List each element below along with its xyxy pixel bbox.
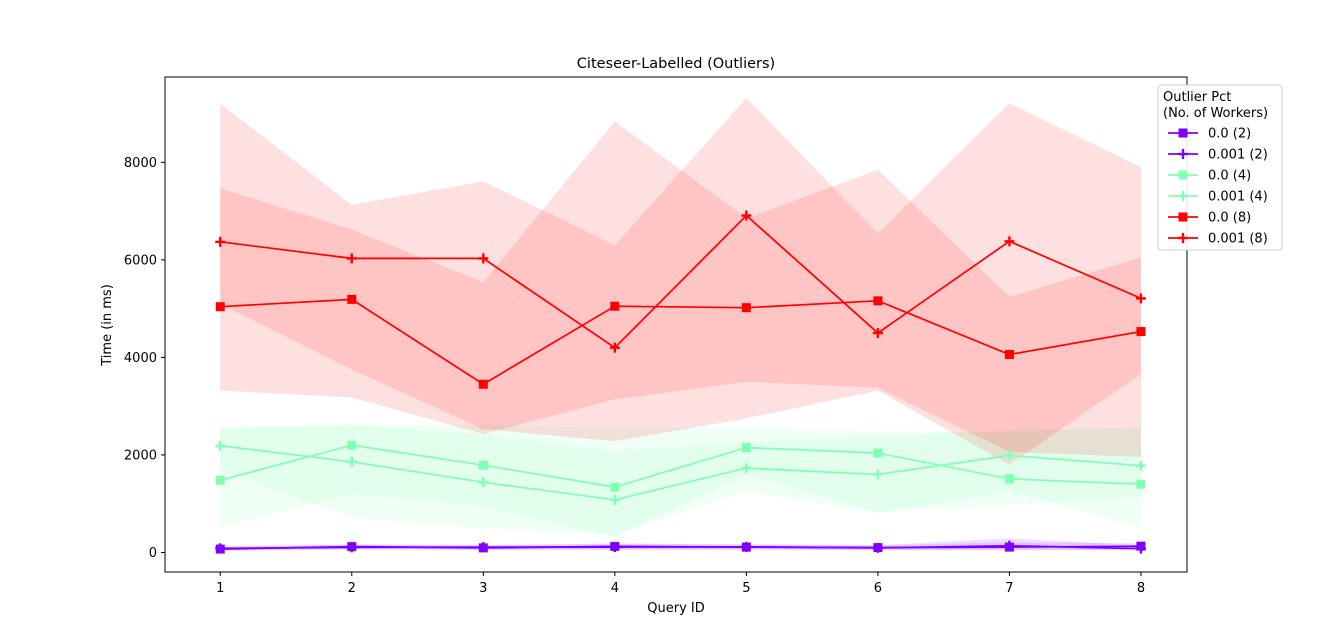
confidence-bands (220, 98, 1141, 551)
y-tick-label-8000: 8000 (124, 156, 157, 171)
series-markers (215, 210, 1146, 554)
data-point-0-001-4-6 (872, 469, 883, 480)
legend-title-line1: Outlier Pct (1163, 90, 1231, 105)
x-tick-label-1: 1 (216, 581, 224, 596)
legend-title-line2: (No. of Workers) (1163, 106, 1268, 121)
y-tick-label-0: 0 (149, 546, 157, 561)
legend-entry-0-0-8: 0.0 (8) (1168, 211, 1251, 226)
data-point-0-0-4-3 (478, 460, 488, 470)
legend-marker-0-0-2 (1178, 128, 1188, 138)
y-tick-label-4000: 4000 (124, 351, 157, 366)
data-point-0-001-2-5 (741, 541, 752, 552)
legend-marker-0-0-8 (1178, 212, 1188, 222)
band-0-001-4 (220, 424, 1141, 535)
data-point-0-001-4-7 (1004, 450, 1015, 461)
x-axis: 1 2 3 4 5 6 7 8 (216, 572, 1145, 596)
data-point-0-001-2-3 (478, 542, 489, 553)
legend-label-0-0-4: 0.0 (4) (1208, 169, 1251, 184)
x-tick-label-8: 8 (1137, 581, 1145, 596)
data-point-0-0-4-2 (347, 440, 357, 450)
data-point-0-0-4-8 (1136, 479, 1146, 489)
data-point-0-001-4-5 (741, 463, 752, 474)
data-point-0-001-2-2 (346, 542, 357, 553)
data-point-0-001-4-3 (478, 477, 489, 488)
series-line-0-0-4 (219, 444, 1142, 488)
data-point-0-001-2-6 (872, 542, 883, 553)
data-point-0-001-8-6 (872, 328, 883, 339)
y-tick-label-2000: 2000 (124, 448, 157, 463)
legend-marker-0-001-4 (1178, 191, 1188, 201)
y-axis: 0 2000 4000 6000 8000 (124, 156, 165, 561)
band-0-0-8 (220, 98, 1141, 457)
data-point-0-001-4-1 (215, 440, 226, 451)
chart-title: Citeseer-Labelled (Outliers) (577, 56, 775, 72)
legend-entry-0-0-4: 0.0 (4) (1168, 169, 1251, 184)
data-point-0-001-8-2 (346, 253, 357, 264)
data-point-0-0-4-5 (741, 443, 751, 453)
data-point-0-0-8-5 (741, 303, 751, 313)
data-point-0-0-4-1 (215, 475, 225, 485)
plot-area-frame (164, 76, 1188, 573)
data-point-0-001-8-3 (478, 253, 489, 264)
legend-entry-0-001-4: 0.001 (4) (1168, 190, 1268, 205)
x-axis-label: Query ID (647, 601, 704, 616)
data-point-0-001-2-7 (1004, 540, 1015, 551)
x-tick-label-7: 7 (1005, 581, 1013, 596)
data-point-0-001-4-8 (1135, 460, 1146, 471)
data-point-0-0-8-4 (610, 301, 620, 311)
y-axis-label: Time (in ms) (100, 284, 115, 367)
legend-label-0-001-8: 0.001 (8) (1208, 232, 1268, 247)
legend-label-0-001-4: 0.001 (4) (1208, 190, 1268, 205)
legend-label-0-0-8: 0.0 (8) (1208, 211, 1251, 226)
data-point-0-0-8-1 (215, 302, 225, 312)
y-tick-label-6000: 6000 (124, 253, 157, 268)
data-point-0-001-8-4 (609, 342, 620, 353)
legend-box (1157, 84, 1283, 251)
x-tick-label-2: 2 (348, 581, 356, 596)
x-tick-label-4: 4 (611, 581, 619, 596)
data-point-0-0-8-8 (1136, 327, 1146, 337)
x-tick-label-5: 5 (742, 581, 750, 596)
data-point-0-001-4-2 (346, 456, 357, 467)
data-point-0-001-2-1 (215, 543, 226, 554)
data-point-0-001-8-1 (215, 236, 226, 247)
series-lines (219, 214, 1142, 550)
x-tick-label-6: 6 (874, 581, 882, 596)
legend-entry-0-001-2: 0.001 (2) (1168, 148, 1268, 163)
band-0-0-4 (220, 424, 1141, 537)
data-point-0-0-8-3 (478, 379, 488, 389)
legend-entry-0-001-8: 0.001 (8) (1168, 232, 1268, 247)
series-line-0-0-8 (220, 298, 1142, 386)
data-point-0-0-8-6 (873, 296, 883, 306)
data-point-0-001-8-7 (1004, 236, 1015, 247)
legend-entry-0-0-2: 0.0 (2) (1168, 127, 1251, 142)
legend-label-0-001-2: 0.001 (2) (1208, 148, 1268, 163)
data-point-0-0-4-6 (873, 448, 883, 458)
data-point-0-001-8-8 (1135, 293, 1146, 304)
data-point-0-001-2-8 (1135, 543, 1146, 554)
data-point-0-001-2-4 (609, 542, 620, 553)
legend-marker-0-001-2 (1178, 149, 1188, 159)
legend: Outlier Pct (No. of Workers) 0.0 (2) 0.00… (1157, 84, 1283, 251)
legend-label-0-0-2: 0.0 (2) (1208, 127, 1251, 142)
band-0-001-8 (220, 121, 1141, 465)
data-point-0-0-8-7 (1004, 349, 1014, 359)
data-point-0-0-4-7 (1004, 474, 1014, 484)
data-point-0-0-8-2 (347, 294, 357, 304)
legend-entries: 0.0 (2) 0.001 (2) 0.0 (4) 0.001 (4) 0.0 (8) 0… (1168, 127, 1268, 247)
data-point-0-0-4-4 (610, 482, 620, 492)
series-line-0-001-2 (220, 544, 1142, 550)
data-point-0-001-8-5 (741, 210, 752, 221)
legend-marker-0-001-8 (1178, 233, 1188, 243)
legend-marker-0-0-4 (1178, 170, 1188, 180)
series-line-0-001-8 (220, 214, 1142, 349)
x-tick-label-3: 3 (479, 581, 487, 596)
data-point-0-001-4-4 (609, 494, 620, 505)
series-line-0-001-4 (220, 444, 1142, 501)
